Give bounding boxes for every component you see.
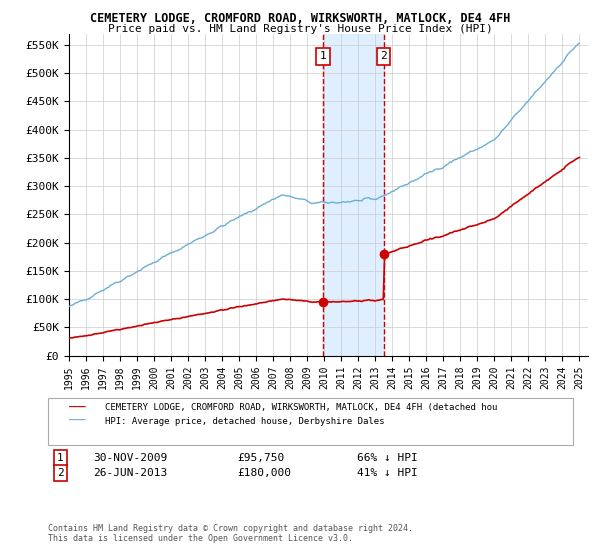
- Text: Contains HM Land Registry data © Crown copyright and database right 2024.
This d: Contains HM Land Registry data © Crown c…: [48, 524, 413, 543]
- Text: HPI: Average price, detached house, Derbyshire Dales: HPI: Average price, detached house, Derb…: [105, 417, 385, 426]
- Text: £95,750: £95,750: [237, 453, 284, 463]
- Bar: [323, 34, 383, 356]
- Text: 2: 2: [57, 468, 64, 478]
- Text: CEMETERY LODGE, CROMFORD ROAD, WIRKSWORTH, MATLOCK, DE4 4FH (detached hou: CEMETERY LODGE, CROMFORD ROAD, WIRKSWORT…: [105, 403, 497, 412]
- Text: 41% ↓ HPI: 41% ↓ HPI: [357, 468, 418, 478]
- Text: 1: 1: [57, 453, 64, 463]
- Text: 30-NOV-2009: 30-NOV-2009: [93, 453, 167, 463]
- Text: £180,000: £180,000: [237, 468, 291, 478]
- Text: 1: 1: [320, 51, 326, 61]
- Text: 2: 2: [380, 51, 387, 61]
- Text: CEMETERY LODGE, CROMFORD ROAD, WIRKSWORTH, MATLOCK, DE4 4FH: CEMETERY LODGE, CROMFORD ROAD, WIRKSWORT…: [90, 12, 510, 25]
- Text: 26-JUN-2013: 26-JUN-2013: [93, 468, 167, 478]
- Text: ——: ——: [69, 414, 86, 428]
- Text: Price paid vs. HM Land Registry's House Price Index (HPI): Price paid vs. HM Land Registry's House …: [107, 24, 493, 34]
- Text: 66% ↓ HPI: 66% ↓ HPI: [357, 453, 418, 463]
- Text: ——: ——: [69, 401, 86, 414]
